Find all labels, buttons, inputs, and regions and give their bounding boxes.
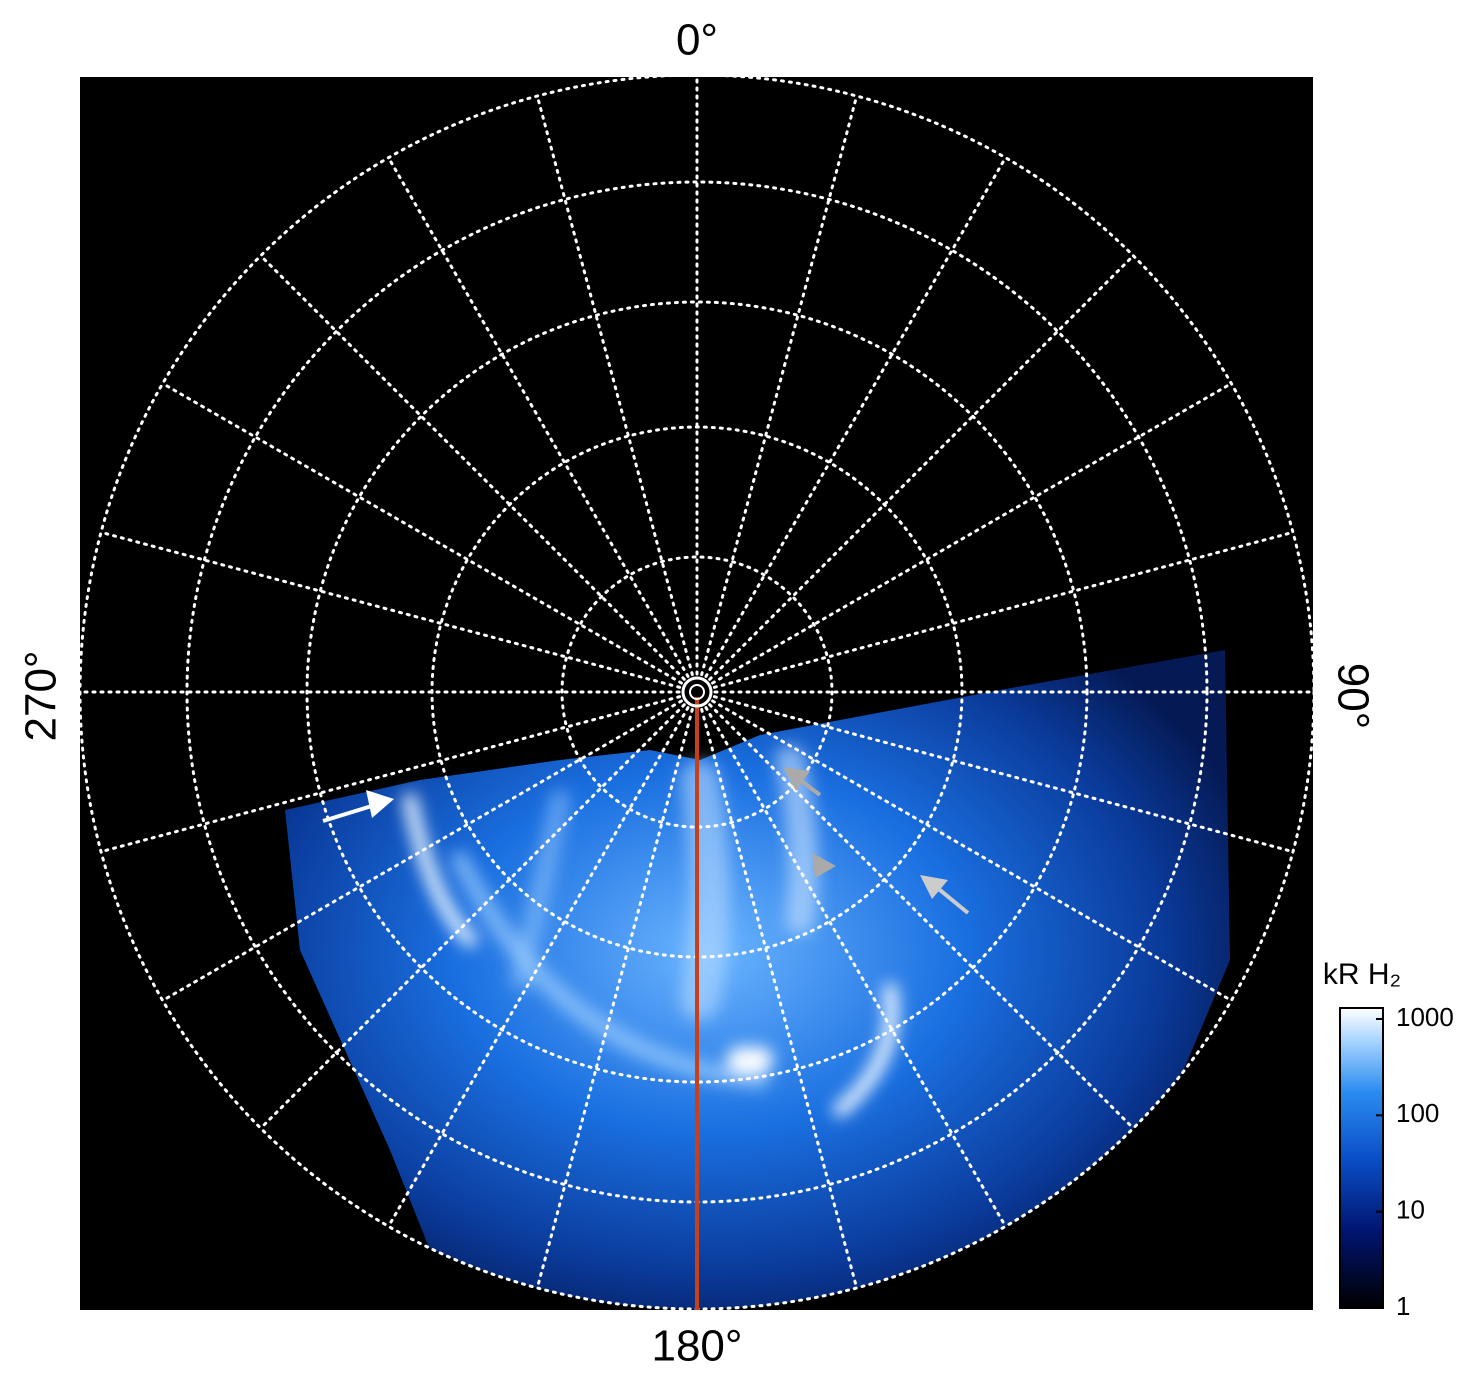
grid-spoke — [708, 254, 1135, 681]
colorbar-tick-label: 1 — [1396, 1291, 1410, 1321]
grid-spoke — [700, 707, 859, 1290]
polar-grid — [78, 73, 1316, 1311]
colorbar-tick-label: 100 — [1396, 1098, 1439, 1128]
angle-label: 0° — [676, 16, 718, 65]
grid-ring — [305, 300, 1089, 1084]
angle-label: 270° — [17, 650, 66, 741]
grid-spoke — [535, 94, 694, 677]
angle-label: 90° — [1328, 663, 1377, 730]
grid-spoke — [161, 699, 683, 1002]
grid-spoke — [708, 703, 1135, 1130]
arrows — [322, 767, 970, 915]
grid-spoke — [387, 706, 690, 1228]
grid-spoke — [711, 382, 1233, 685]
grid-spoke — [704, 156, 1007, 678]
grid-spoke — [99, 530, 682, 689]
aurora-image — [285, 650, 1230, 1309]
colorbar-tick-label: 10 — [1396, 1195, 1425, 1225]
grid-spoke — [711, 699, 1233, 1002]
grid-spoke — [259, 703, 686, 1130]
grid-spoke — [99, 695, 682, 854]
grid-spoke — [259, 254, 686, 681]
pole-marker — [681, 676, 713, 708]
angle-label: 180° — [651, 1322, 742, 1371]
grid-spoke — [161, 382, 683, 685]
pole-marker — [689, 684, 705, 700]
grid-spoke — [535, 707, 694, 1290]
grid-ring — [560, 555, 834, 829]
grid-spoke — [700, 94, 859, 677]
colorbar — [1339, 1007, 1384, 1309]
colorbar-title: kR H₂ — [1323, 958, 1401, 991]
colorbar-tick-label: 1000 — [1396, 1002, 1454, 1032]
grid-spoke — [712, 530, 1295, 689]
grid-spoke — [712, 695, 1295, 854]
grid-spoke — [704, 706, 1007, 1228]
grid-spoke — [387, 156, 690, 678]
